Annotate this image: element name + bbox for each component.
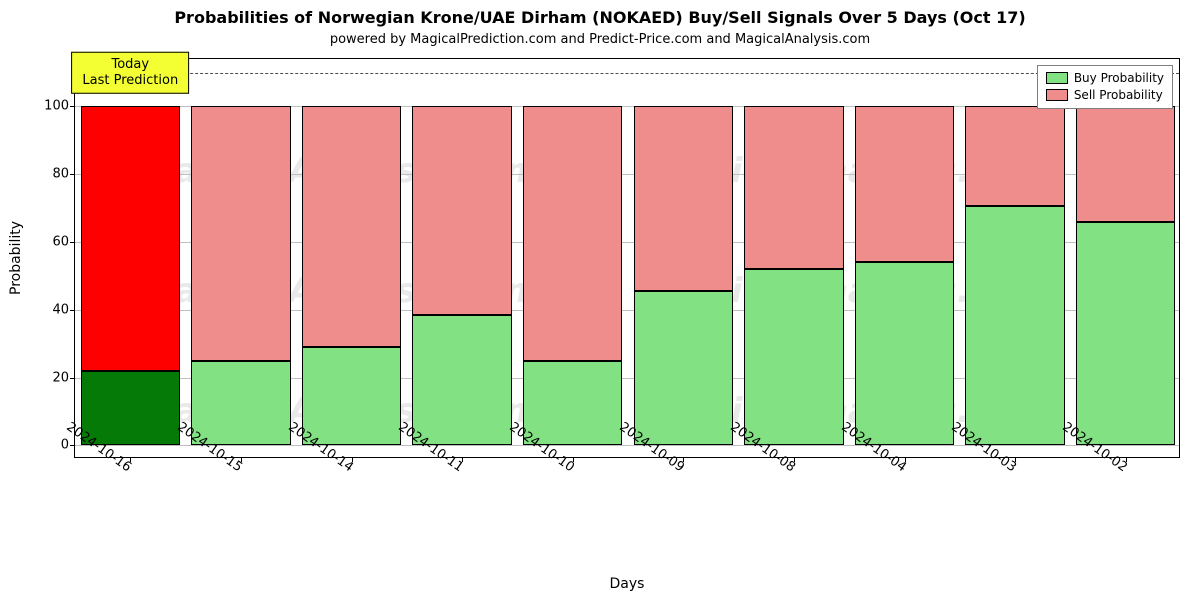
legend: Buy ProbabilitySell Probability [1037, 65, 1173, 109]
chart-title: Probabilities of Norwegian Krone/UAE Dir… [0, 8, 1200, 27]
y-tick-label: 80 [52, 167, 69, 182]
bar-buy [191, 361, 291, 446]
legend-label: Sell Probability [1074, 87, 1163, 104]
bar-buy [302, 347, 402, 445]
y-tick-label: 20 [52, 370, 69, 385]
y-axis-label: Probability [8, 221, 24, 295]
bar-sell [81, 106, 181, 370]
y-tick-mark [70, 310, 75, 311]
bar-sell [1076, 106, 1176, 221]
bar-slot [81, 59, 181, 457]
bar-slot [855, 59, 955, 457]
y-tick-mark [70, 378, 75, 379]
legend-item: Sell Probability [1046, 87, 1164, 104]
y-tick-mark [70, 445, 75, 446]
bar-buy [523, 361, 623, 446]
today-callout: TodayLast Prediction [71, 51, 189, 94]
bar-sell [523, 106, 623, 360]
bar-sell [855, 106, 955, 262]
bar-slot [191, 59, 291, 457]
bar-buy [855, 262, 955, 445]
bar-buy [965, 206, 1065, 445]
y-tick-label: 60 [52, 235, 69, 250]
bar-slot [412, 59, 512, 457]
y-tick-label: 100 [44, 99, 69, 114]
legend-label: Buy Probability [1074, 70, 1164, 87]
bar-slot [965, 59, 1065, 457]
bar-sell [412, 106, 512, 314]
y-tick-mark [70, 106, 75, 107]
bar-sell [744, 106, 844, 269]
bar-buy [744, 269, 844, 445]
y-tick-label: 40 [52, 302, 69, 317]
bar-sell [634, 106, 734, 291]
legend-swatch [1046, 89, 1068, 101]
bar-buy [634, 291, 734, 445]
bar-slot [634, 59, 734, 457]
y-tick-mark [70, 174, 75, 175]
y-tick-mark [70, 242, 75, 243]
bar-slot [302, 59, 402, 457]
legend-swatch [1046, 72, 1068, 84]
bar-sell [965, 106, 1065, 206]
x-axis-label: Days [610, 576, 645, 592]
plot-area: MagicalAnalysis.comMagicalAnalysis.comMa… [74, 58, 1180, 458]
chart-subtitle: powered by MagicalPrediction.com and Pre… [0, 32, 1200, 47]
bar-buy [81, 371, 181, 446]
y-tick-label: 0 [61, 438, 69, 453]
chart-container: Probabilities of Norwegian Krone/UAE Dir… [0, 0, 1200, 600]
bar-slot [523, 59, 623, 457]
bar-sell [191, 106, 291, 360]
bar-buy [1076, 222, 1176, 446]
bar-slot [744, 59, 844, 457]
legend-item: Buy Probability [1046, 70, 1164, 87]
bar-buy [412, 315, 512, 446]
bar-slot [1076, 59, 1176, 457]
bar-sell [302, 106, 402, 347]
